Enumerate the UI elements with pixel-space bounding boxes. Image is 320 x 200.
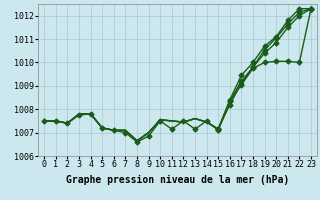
X-axis label: Graphe pression niveau de la mer (hPa): Graphe pression niveau de la mer (hPa)	[66, 175, 289, 185]
